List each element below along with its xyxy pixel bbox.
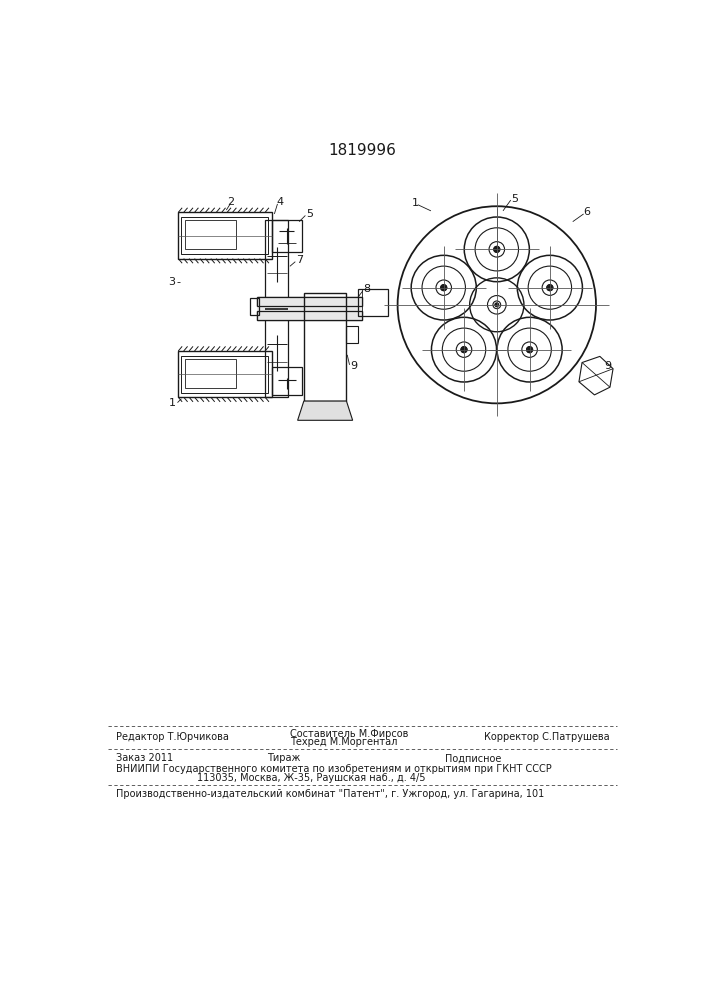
- Circle shape: [527, 347, 532, 353]
- Text: 4: 4: [276, 197, 284, 207]
- Circle shape: [440, 285, 447, 291]
- Text: 8: 8: [363, 284, 370, 294]
- Text: Техред М.Моргентал: Техред М.Моргентал: [290, 737, 397, 747]
- Bar: [346, 326, 358, 343]
- Bar: [182, 217, 268, 254]
- Bar: [257, 311, 362, 320]
- Text: 1: 1: [412, 198, 419, 208]
- Bar: [185, 220, 235, 249]
- Circle shape: [461, 347, 467, 353]
- Bar: [257, 297, 362, 306]
- Text: Подписное: Подписное: [445, 753, 501, 763]
- Text: Заказ 2011: Заказ 2011: [115, 753, 173, 763]
- Bar: [272, 367, 301, 395]
- Bar: [177, 351, 272, 397]
- Bar: [257, 297, 362, 306]
- Text: 3: 3: [168, 277, 175, 287]
- Text: 2: 2: [227, 197, 234, 207]
- Text: Составитель М.Фирсов: Составитель М.Фирсов: [290, 729, 408, 739]
- Bar: [185, 359, 235, 388]
- Text: Редактор Т.Юрчикова: Редактор Т.Юрчикова: [115, 732, 228, 742]
- Text: ВНИИПИ Государственного комитета по изобретениям и открытиям при ГКНТ СССР: ВНИИПИ Государственного комитета по изоб…: [115, 764, 551, 774]
- Polygon shape: [298, 401, 353, 420]
- Text: 1819996: 1819996: [328, 143, 396, 158]
- Bar: [257, 311, 362, 320]
- Bar: [272, 220, 301, 252]
- Text: 1: 1: [169, 398, 176, 408]
- Bar: [257, 297, 362, 320]
- Text: 9: 9: [604, 361, 611, 371]
- Bar: [265, 220, 288, 397]
- Text: 7: 7: [296, 255, 303, 265]
- Text: 5: 5: [306, 209, 313, 219]
- Bar: [304, 293, 346, 401]
- Text: Производственно-издательский комбинат "Патент", г. Ужгород, ул. Гагарина, 101: Производственно-издательский комбинат "П…: [115, 789, 544, 799]
- Bar: [182, 356, 268, 393]
- Text: 6: 6: [583, 207, 590, 217]
- Text: 5: 5: [510, 194, 518, 204]
- Circle shape: [495, 303, 498, 307]
- Bar: [358, 289, 387, 316]
- Bar: [250, 298, 259, 315]
- Text: Тираж: Тираж: [267, 753, 300, 763]
- Text: 113035, Москва, Ж-35, Раушская наб., д. 4/5: 113035, Москва, Ж-35, Раушская наб., д. …: [197, 773, 426, 783]
- Text: Корректор С.Патрушева: Корректор С.Патрушева: [484, 732, 609, 742]
- Text: 9: 9: [351, 361, 358, 371]
- Bar: [177, 212, 272, 259]
- Circle shape: [547, 285, 553, 291]
- Circle shape: [493, 246, 500, 252]
